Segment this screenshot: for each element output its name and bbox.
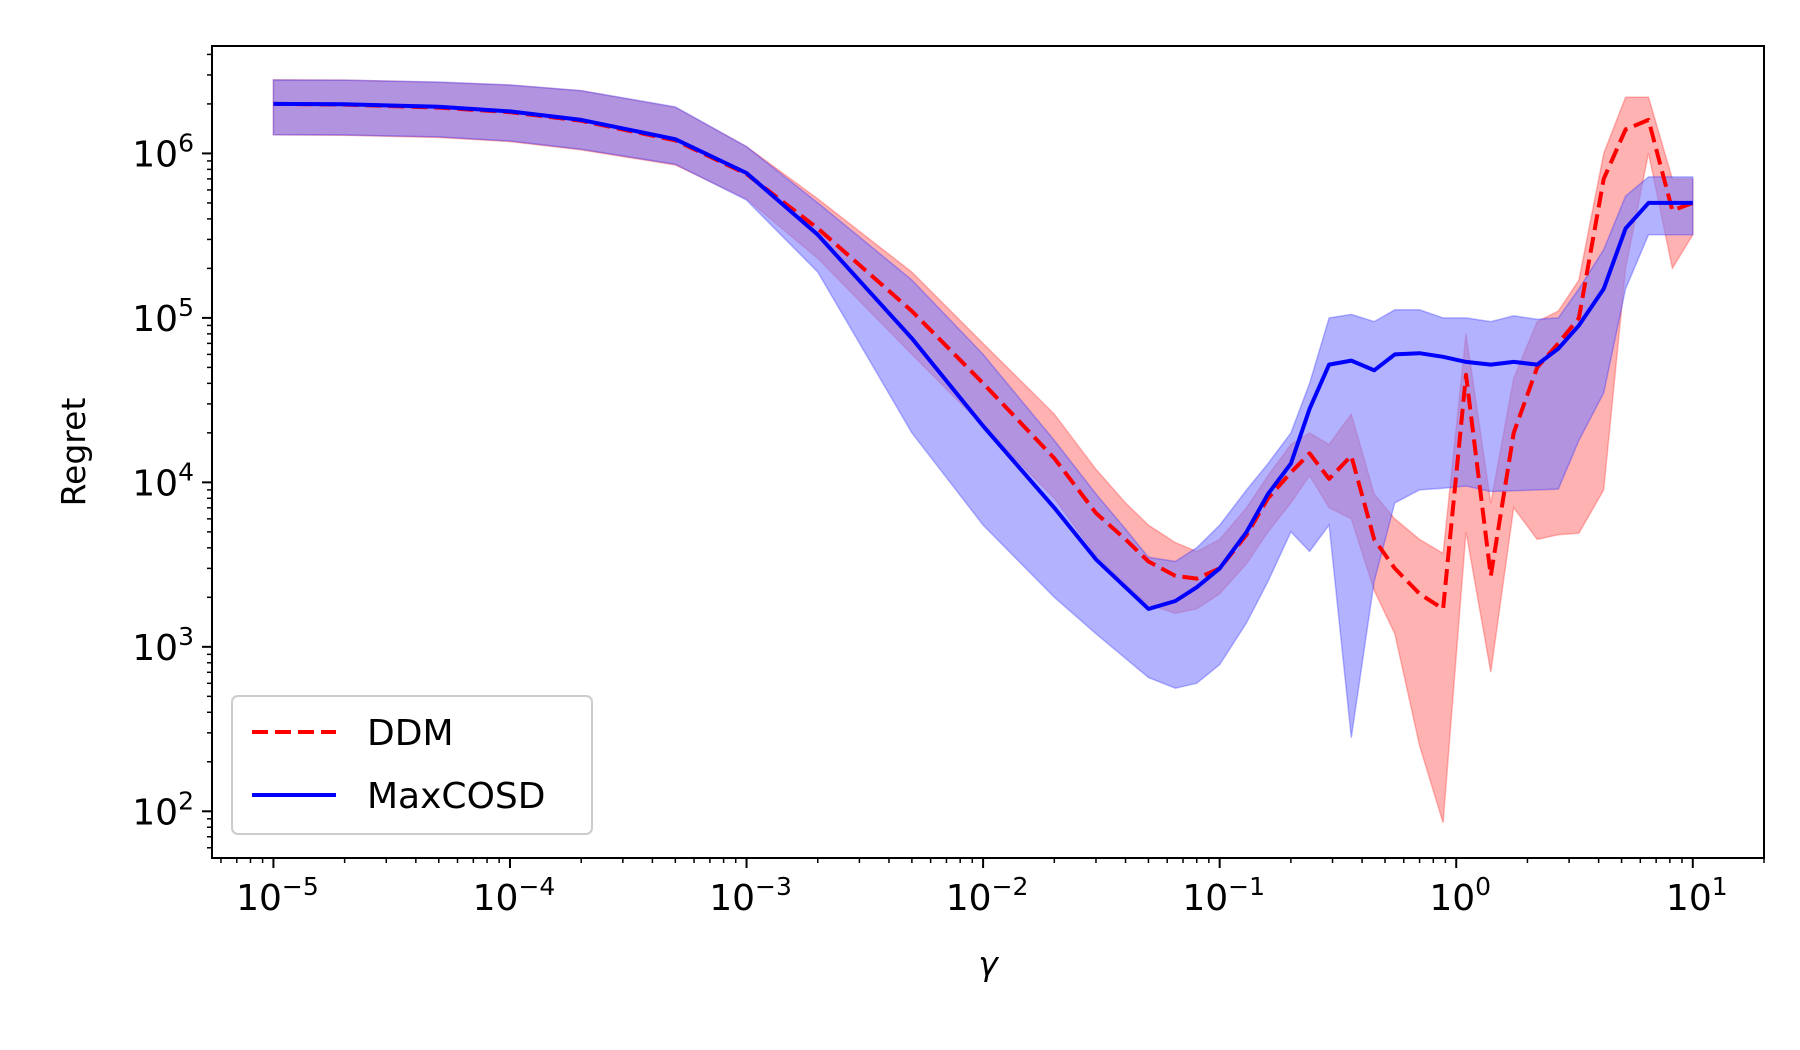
line-maxcosd bbox=[273, 101, 1693, 611]
y-tick-label: 105 bbox=[132, 293, 194, 340]
y-axis-label: Regret bbox=[54, 398, 93, 507]
y-tick-label: 102 bbox=[132, 786, 194, 833]
band-maxcosd bbox=[272, 79, 1694, 738]
y-tick-label: 103 bbox=[132, 622, 194, 669]
series-lines bbox=[273, 101, 1694, 611]
x-tick-label: 101 bbox=[1666, 872, 1728, 919]
y-tick-label: 104 bbox=[132, 457, 194, 504]
x-tick-label: 10−2 bbox=[946, 872, 1029, 919]
y-tick-label: 106 bbox=[132, 128, 194, 175]
legend: DDM MaxCOSD bbox=[231, 695, 593, 835]
plot-frame bbox=[211, 45, 1765, 859]
legend-label-ddm: DDM bbox=[367, 713, 454, 754]
x-tick-label: 10−1 bbox=[1182, 872, 1265, 919]
confidence-bands bbox=[272, 79, 1694, 824]
x-tick-label: 10−3 bbox=[709, 872, 792, 919]
x-tick-label: 100 bbox=[1429, 872, 1491, 919]
y-axis: 102 103 104 105 106 bbox=[132, 53, 212, 849]
x-tick-label: 10−5 bbox=[236, 872, 319, 919]
x-tick-label: 10−4 bbox=[473, 872, 556, 919]
x-axis: 10−5 10−4 10−3 10−2 10−1 100 101 bbox=[220, 858, 1765, 919]
x-axis-label: γ bbox=[978, 944, 999, 983]
legend-label-maxcosd: MaxCOSD bbox=[367, 776, 545, 817]
